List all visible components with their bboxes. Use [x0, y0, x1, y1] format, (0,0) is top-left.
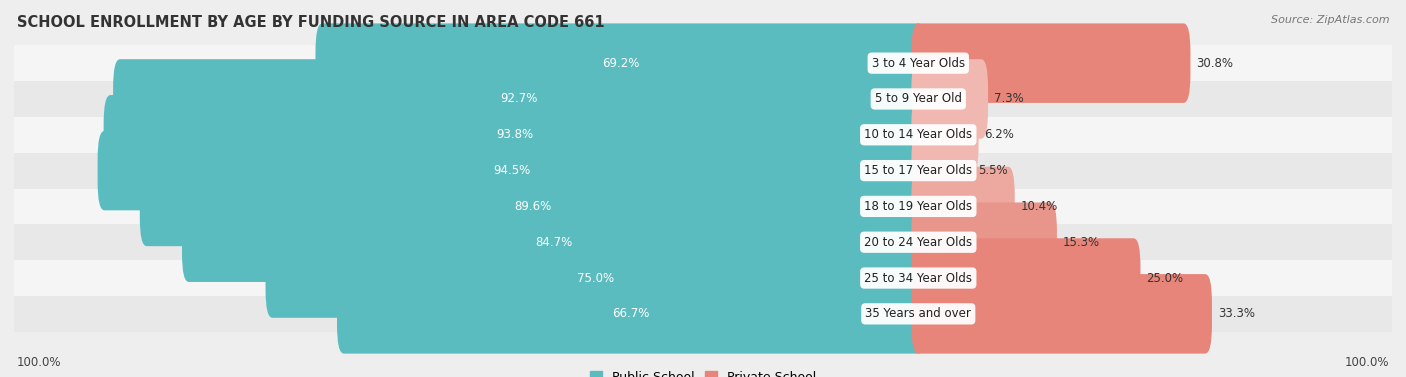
Text: Source: ZipAtlas.com: Source: ZipAtlas.com — [1271, 15, 1389, 25]
FancyBboxPatch shape — [911, 202, 1057, 282]
Bar — [14, 296, 1392, 332]
Bar — [14, 188, 1392, 224]
FancyBboxPatch shape — [139, 167, 925, 246]
FancyBboxPatch shape — [911, 59, 988, 139]
Bar — [14, 153, 1392, 188]
Text: 6.2%: 6.2% — [984, 128, 1015, 141]
Text: 92.7%: 92.7% — [501, 92, 538, 106]
Text: 7.3%: 7.3% — [994, 92, 1024, 106]
Text: 25 to 34 Year Olds: 25 to 34 Year Olds — [865, 271, 973, 285]
Text: 84.7%: 84.7% — [534, 236, 572, 249]
FancyBboxPatch shape — [97, 131, 925, 210]
Text: 33.3%: 33.3% — [1218, 307, 1256, 320]
Text: 25.0%: 25.0% — [1146, 271, 1184, 285]
Text: 100.0%: 100.0% — [1344, 357, 1389, 369]
Text: 18 to 19 Year Olds: 18 to 19 Year Olds — [865, 200, 973, 213]
Text: 100.0%: 100.0% — [17, 357, 62, 369]
Text: 94.5%: 94.5% — [492, 164, 530, 177]
FancyBboxPatch shape — [112, 59, 925, 139]
Text: 5 to 9 Year Old: 5 to 9 Year Old — [875, 92, 962, 106]
Text: 3 to 4 Year Olds: 3 to 4 Year Olds — [872, 57, 965, 70]
FancyBboxPatch shape — [911, 23, 1191, 103]
FancyBboxPatch shape — [911, 131, 973, 210]
Text: 89.6%: 89.6% — [513, 200, 551, 213]
Text: 35 Years and over: 35 Years and over — [865, 307, 972, 320]
FancyBboxPatch shape — [911, 167, 1015, 246]
Bar — [14, 45, 1392, 81]
Text: 10 to 14 Year Olds: 10 to 14 Year Olds — [865, 128, 973, 141]
Bar — [14, 260, 1392, 296]
Bar — [14, 224, 1392, 260]
Text: 30.8%: 30.8% — [1197, 57, 1233, 70]
Text: 69.2%: 69.2% — [602, 57, 638, 70]
Text: 15.3%: 15.3% — [1063, 236, 1099, 249]
Text: 93.8%: 93.8% — [496, 128, 533, 141]
FancyBboxPatch shape — [181, 202, 925, 282]
FancyBboxPatch shape — [337, 274, 925, 354]
Legend: Public School, Private School: Public School, Private School — [585, 366, 821, 377]
FancyBboxPatch shape — [266, 238, 925, 318]
FancyBboxPatch shape — [911, 238, 1140, 318]
Text: 75.0%: 75.0% — [576, 271, 614, 285]
Text: 66.7%: 66.7% — [613, 307, 650, 320]
FancyBboxPatch shape — [911, 95, 979, 175]
FancyBboxPatch shape — [315, 23, 925, 103]
FancyBboxPatch shape — [104, 95, 925, 175]
FancyBboxPatch shape — [911, 274, 1212, 354]
Bar — [14, 117, 1392, 153]
Text: 15 to 17 Year Olds: 15 to 17 Year Olds — [865, 164, 973, 177]
Text: SCHOOL ENROLLMENT BY AGE BY FUNDING SOURCE IN AREA CODE 661: SCHOOL ENROLLMENT BY AGE BY FUNDING SOUR… — [17, 15, 605, 30]
Text: 5.5%: 5.5% — [979, 164, 1008, 177]
Text: 10.4%: 10.4% — [1021, 200, 1059, 213]
Bar — [14, 81, 1392, 117]
Text: 20 to 24 Year Olds: 20 to 24 Year Olds — [865, 236, 973, 249]
